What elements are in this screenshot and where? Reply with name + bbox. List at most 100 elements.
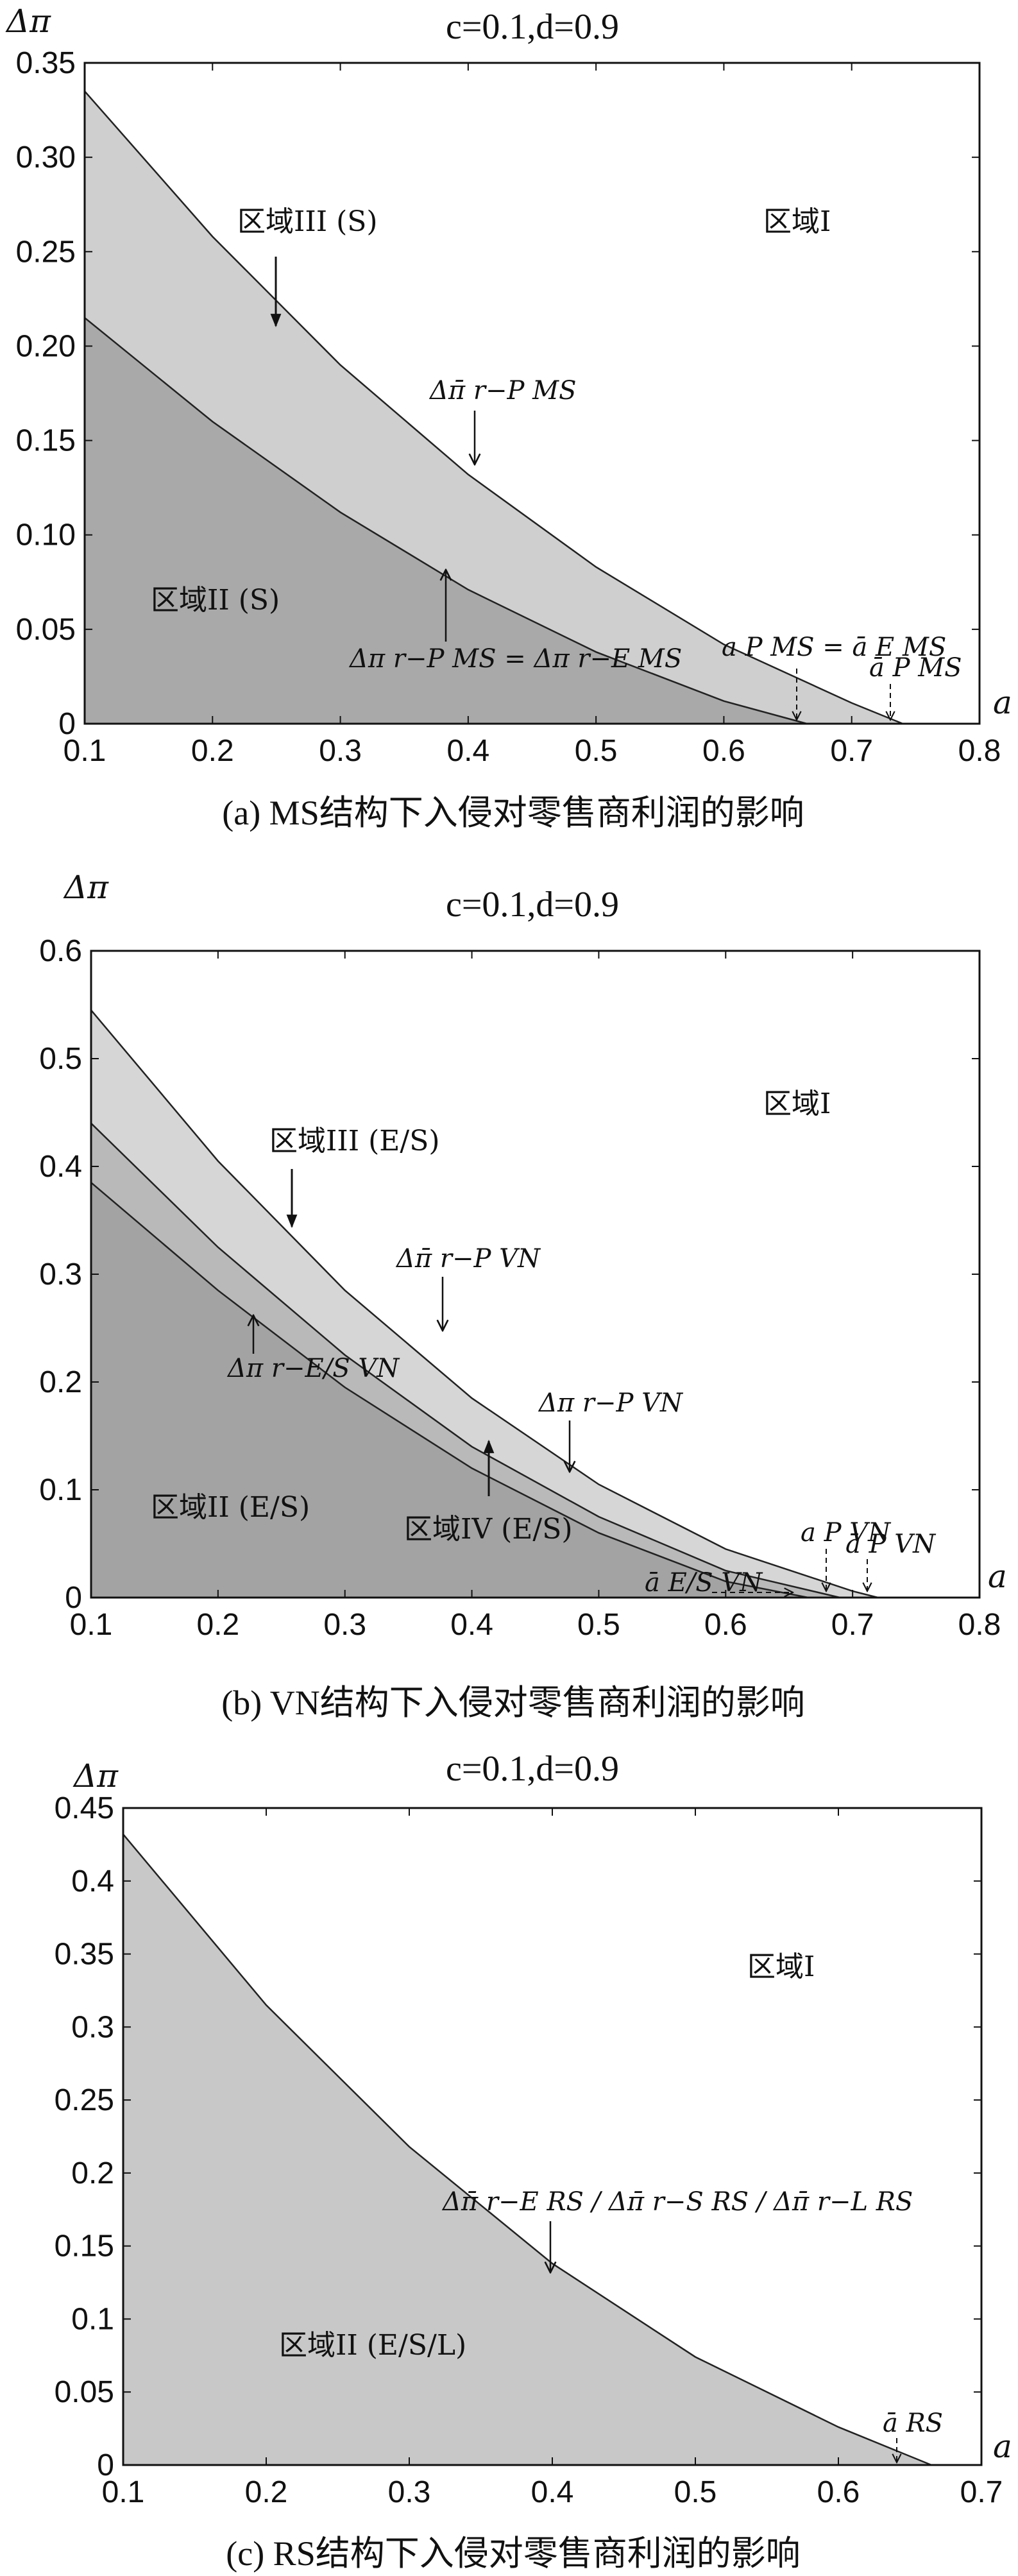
x-tick-label: 0.3 [388,2475,431,2509]
region-label-a-II: 区域II (S) [151,584,280,617]
x-tick-label: 0.3 [319,734,362,768]
y-tick-label: 0.25 [55,2083,114,2117]
x-tick-label: 0.4 [531,2475,574,2509]
annotation-b-6: ā E/S VN [645,1568,763,1598]
series-line-2 [90,1182,809,1599]
x-tick-label: 0.5 [674,2475,717,2509]
y-axis-label-b: Δπ [63,869,109,906]
y-tick-label: 0.1 [71,2302,114,2336]
y-tick-label: 0.1 [39,1473,82,1507]
caption-c: (c) RS结构下入侵对零售商利润的影响 [226,2534,800,2573]
region-fill-0 [123,1834,931,2465]
series-line-1 [90,1122,840,1599]
panel-c: 0.1 0.2 0.3 0.4 0.5 0.6 0.7 0 0.05 0.1 0.15 0.2 0.25… [55,1749,1012,2573]
region-label-b-I: 区域I [763,1088,831,1120]
x-tick-label: 0.1 [64,734,106,768]
region-label-c-I: 区域I [747,1950,815,1983]
y-tick-label: 0 [65,1581,82,1615]
annotation-a-2: Δπ r−P MS = Δπ r−E MS [348,644,682,674]
region-label-b-III: 区域III (E/S) [269,1125,440,1157]
x-tick-label: 0.2 [245,2475,288,2509]
regions-c [123,1834,931,2465]
series-line-1 [84,317,808,725]
x-tick-label: 0.1 [70,1608,113,1642]
y-axis-label-a: Δπ [5,3,51,40]
regions-b [91,1010,878,1598]
panel-b: 0.1 0.2 0.3 0.4 0.5 0.6 0.7 0.800.10.20.30.40.5… [39,869,1007,1722]
annotation-a-1: Δπ̄ r−P MS [428,376,577,405]
y-tick-label: 0.30 [16,141,76,175]
x-tick-label: 0.6 [702,734,745,768]
x-tick-label: 0.1 [102,2475,145,2509]
y-tick-label: 0.4 [39,1150,82,1184]
x-axis-label-b: a [988,1558,1007,1595]
y-tick-label: 0.4 [71,1864,114,1898]
caption-a: (a) MS结构下入侵对零售商利润的影响 [222,794,804,832]
x-tick-label: 0.6 [704,1608,747,1642]
y-tick-label: 0.2 [39,1365,82,1399]
series-line-0 [84,90,903,725]
x-tick-label: 0.5 [577,1608,620,1642]
y-tick-label: 0.05 [55,2375,114,2409]
y-tick-label: 0.25 [16,235,76,269]
ticks-b: 0.1 0.2 0.3 0.4 0.5 0.6 0.7 0.800.10.20.30.40.5… [39,934,1001,1642]
y-tick-label: 0.15 [16,424,76,458]
y-tick-label: 0.3 [71,2010,114,2044]
x-tick-label: 0.7 [830,734,873,768]
annotation-b-1: Δπ̄ r−P VN [395,1244,541,1274]
x-tick-label: 0.5 [575,734,618,768]
annotation-a-3: a P MS = ā E MS [722,633,946,662]
x-tick-label: 0.7 [831,1608,874,1642]
x-tick-label: 0.6 [817,2475,860,2509]
annotation-c-2: ā RS [883,2409,943,2438]
y-tick-label: 0.20 [16,329,76,363]
y-tick-label: 0.35 [16,46,76,80]
series-b [90,1009,879,1599]
x-tick-label: 0.2 [191,734,234,768]
regions-a [85,91,903,724]
chart-title-c: c=0.1,d=0.9 [446,1749,619,1789]
x-tick-label: 0.4 [450,1608,493,1642]
y-tick-label: 0.6 [39,934,82,968]
chart-title-a: c=0.1,d=0.9 [446,7,619,47]
panel-a: 0.1 0.2 0.3 0.4 0.5 0.6 0.7 0.8 0 0.05 0.10 0.15 0.2… [5,3,1012,832]
y-tick-label: 0 [97,2448,114,2482]
x-tick-label: 0.7 [960,2475,1003,2509]
region-fill-2 [91,1182,808,1598]
x-tick-label: 0.4 [446,734,489,768]
region-label-a-I: 区域I [763,205,831,238]
region-label-a-III: 区域III (S) [237,205,378,238]
x-tick-label: 0.2 [196,1608,239,1642]
x-axis-label-c: a [993,2428,1012,2465]
region-fill-1 [85,318,807,724]
annotation-a-4: ā P MS [869,653,962,683]
annotation-b-5: ā P VN [845,1530,937,1559]
y-axis-label-c: Δπ [72,1757,119,1795]
annotation-b-2: Δπ r−E/S VN [226,1354,400,1383]
plot-frame-a [83,62,981,725]
x-tick-label: 0.3 [323,1608,366,1642]
annotation-b-3: Δπ r−P VN [538,1388,684,1418]
y-tick-label: 0.05 [16,613,76,647]
y-tick-label: 0.2 [71,2156,114,2190]
chart-title-b: c=0.1,d=0.9 [446,885,619,925]
y-tick-label: 0 [58,707,76,741]
ticks-c: 0.1 0.2 0.3 0.4 0.5 0.6 0.7 0 0.05 0.1 0.15 0.2 0.25… [55,1791,1003,2509]
y-tick-label: 0.5 [39,1042,82,1076]
y-tick-label: 0.45 [55,1791,114,1825]
y-tick-label: 0.35 [55,1938,114,1972]
caption-b: (b) VN结构下入侵对零售商利润的影响 [221,1684,804,1722]
x-tick-label: 0.8 [958,1608,1001,1642]
x-axis-label-a: a [993,684,1012,721]
series-line-0 [90,1009,879,1599]
x-tick-label: 0.8 [958,734,1001,768]
region-label-b-II: 区域II (E/S) [151,1491,310,1524]
region-label-b-IV: 区域IV (E/S) [404,1513,573,1546]
y-tick-label: 0.10 [16,518,76,552]
series-a [84,90,903,725]
region-label-c-II: 区域II (E/S/L) [279,2329,466,2362]
annotation-c-1: Δπ̄ r−E RS / Δπ̄ r−S RS / Δπ̄ r−L RS [441,2187,913,2217]
ticks-a: 0.1 0.2 0.3 0.4 0.5 0.6 0.7 0.8 0 0.05 0.10 0.15 0.2… [16,46,1001,768]
y-tick-label: 0.15 [55,2230,114,2264]
